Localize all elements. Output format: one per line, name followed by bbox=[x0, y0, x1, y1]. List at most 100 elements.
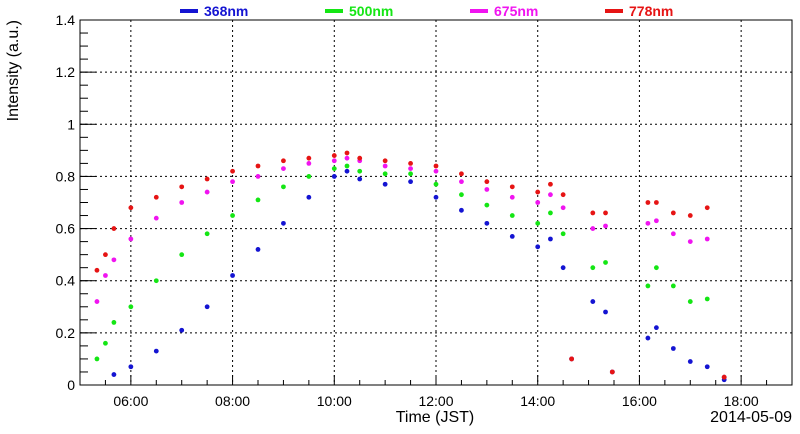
data-point bbox=[255, 197, 261, 203]
data-point bbox=[670, 283, 676, 289]
data-point bbox=[670, 210, 676, 216]
data-point bbox=[94, 267, 100, 273]
data-point bbox=[94, 356, 100, 362]
data-point bbox=[255, 174, 261, 179]
data-point bbox=[590, 226, 596, 231]
data-point bbox=[509, 184, 515, 190]
data-point bbox=[645, 283, 651, 289]
data-point bbox=[509, 213, 515, 218]
y-tick-label: 0.6 bbox=[56, 221, 76, 237]
data-point bbox=[128, 236, 134, 242]
data-point bbox=[382, 171, 388, 177]
data-point bbox=[560, 265, 566, 271]
legend-label: 368nm bbox=[204, 3, 248, 19]
data-point bbox=[603, 309, 608, 315]
y-tick-label: 0.8 bbox=[56, 168, 76, 184]
data-point bbox=[548, 210, 553, 216]
data-point bbox=[306, 155, 312, 161]
data-point bbox=[179, 200, 185, 205]
data-point bbox=[230, 273, 235, 278]
data-point bbox=[548, 236, 553, 242]
data-point bbox=[535, 220, 541, 226]
data-point bbox=[653, 200, 659, 205]
data-point bbox=[357, 176, 363, 182]
data-point bbox=[306, 160, 312, 166]
data-point bbox=[609, 369, 615, 375]
data-point bbox=[687, 213, 693, 218]
data-point bbox=[128, 304, 134, 310]
legend: 368nm 500nm 675nm 778nm bbox=[180, 3, 673, 19]
data-point bbox=[590, 210, 596, 216]
data-point bbox=[179, 327, 185, 333]
data-point bbox=[331, 174, 337, 179]
data-point bbox=[721, 374, 727, 380]
data-point bbox=[670, 231, 676, 237]
series-500nm bbox=[94, 163, 727, 380]
data-point bbox=[331, 166, 337, 172]
data-point bbox=[204, 189, 210, 195]
series-675nm bbox=[94, 155, 727, 380]
x-tick-label: 12:00 bbox=[418, 393, 453, 409]
data-point bbox=[281, 158, 286, 164]
data-point bbox=[433, 168, 439, 174]
y-tick-label: 0.2 bbox=[56, 325, 76, 341]
data-point bbox=[153, 194, 159, 200]
data-point bbox=[179, 184, 185, 190]
data-point bbox=[433, 163, 439, 169]
data-point bbox=[281, 220, 286, 226]
x-tick-label: 18:00 bbox=[724, 393, 759, 409]
data-point bbox=[704, 205, 710, 211]
data-point bbox=[590, 299, 596, 304]
data-point bbox=[230, 213, 235, 218]
data-point bbox=[653, 265, 659, 271]
data-point bbox=[357, 155, 363, 161]
data-point bbox=[535, 189, 541, 195]
data-point bbox=[103, 273, 108, 278]
date-label: 2014-05-09 bbox=[710, 409, 792, 426]
data-point bbox=[382, 181, 388, 187]
axis-ticks bbox=[79, 19, 793, 386]
data-point bbox=[153, 278, 159, 284]
data-point bbox=[704, 296, 710, 302]
x-axis-title: Time (JST) bbox=[396, 409, 475, 426]
legend-label: 500nm bbox=[349, 3, 393, 19]
data-point bbox=[344, 163, 350, 169]
data-point bbox=[382, 163, 388, 169]
data-point bbox=[459, 192, 464, 198]
data-point bbox=[653, 325, 659, 331]
data-point bbox=[653, 218, 659, 224]
data-point bbox=[204, 304, 210, 310]
data-point bbox=[603, 223, 608, 229]
data-point bbox=[645, 220, 651, 226]
data-point bbox=[484, 202, 490, 208]
data-point bbox=[255, 247, 261, 252]
data-point bbox=[281, 184, 286, 190]
x-tick-label: 08:00 bbox=[215, 393, 250, 409]
data-point bbox=[645, 335, 651, 341]
data-point bbox=[111, 372, 117, 377]
legend-label: 778nm bbox=[629, 3, 673, 19]
series-778nm bbox=[94, 150, 727, 380]
data-point bbox=[484, 179, 490, 185]
data-point bbox=[560, 192, 566, 198]
data-point bbox=[459, 207, 464, 213]
data-point bbox=[103, 340, 108, 346]
x-tick-label: 14:00 bbox=[520, 393, 555, 409]
x-tick-label: 16:00 bbox=[622, 393, 657, 409]
data-point bbox=[670, 346, 676, 351]
data-point bbox=[560, 205, 566, 211]
data-point bbox=[535, 244, 541, 250]
data-point bbox=[459, 179, 464, 185]
y-tick-label: 1.2 bbox=[56, 64, 76, 80]
grid bbox=[80, 19, 792, 386]
data-point bbox=[179, 252, 185, 258]
x-tick-label: 10:00 bbox=[317, 393, 352, 409]
x-tick-labels: 06:00 08:00 10:00 12:00 14:00 16:00 18:00 bbox=[113, 393, 759, 409]
data-point bbox=[687, 239, 693, 245]
data-point bbox=[382, 158, 388, 164]
data-point bbox=[111, 257, 117, 263]
data-point bbox=[535, 200, 541, 205]
data-point bbox=[509, 233, 515, 239]
data-point bbox=[408, 160, 413, 166]
